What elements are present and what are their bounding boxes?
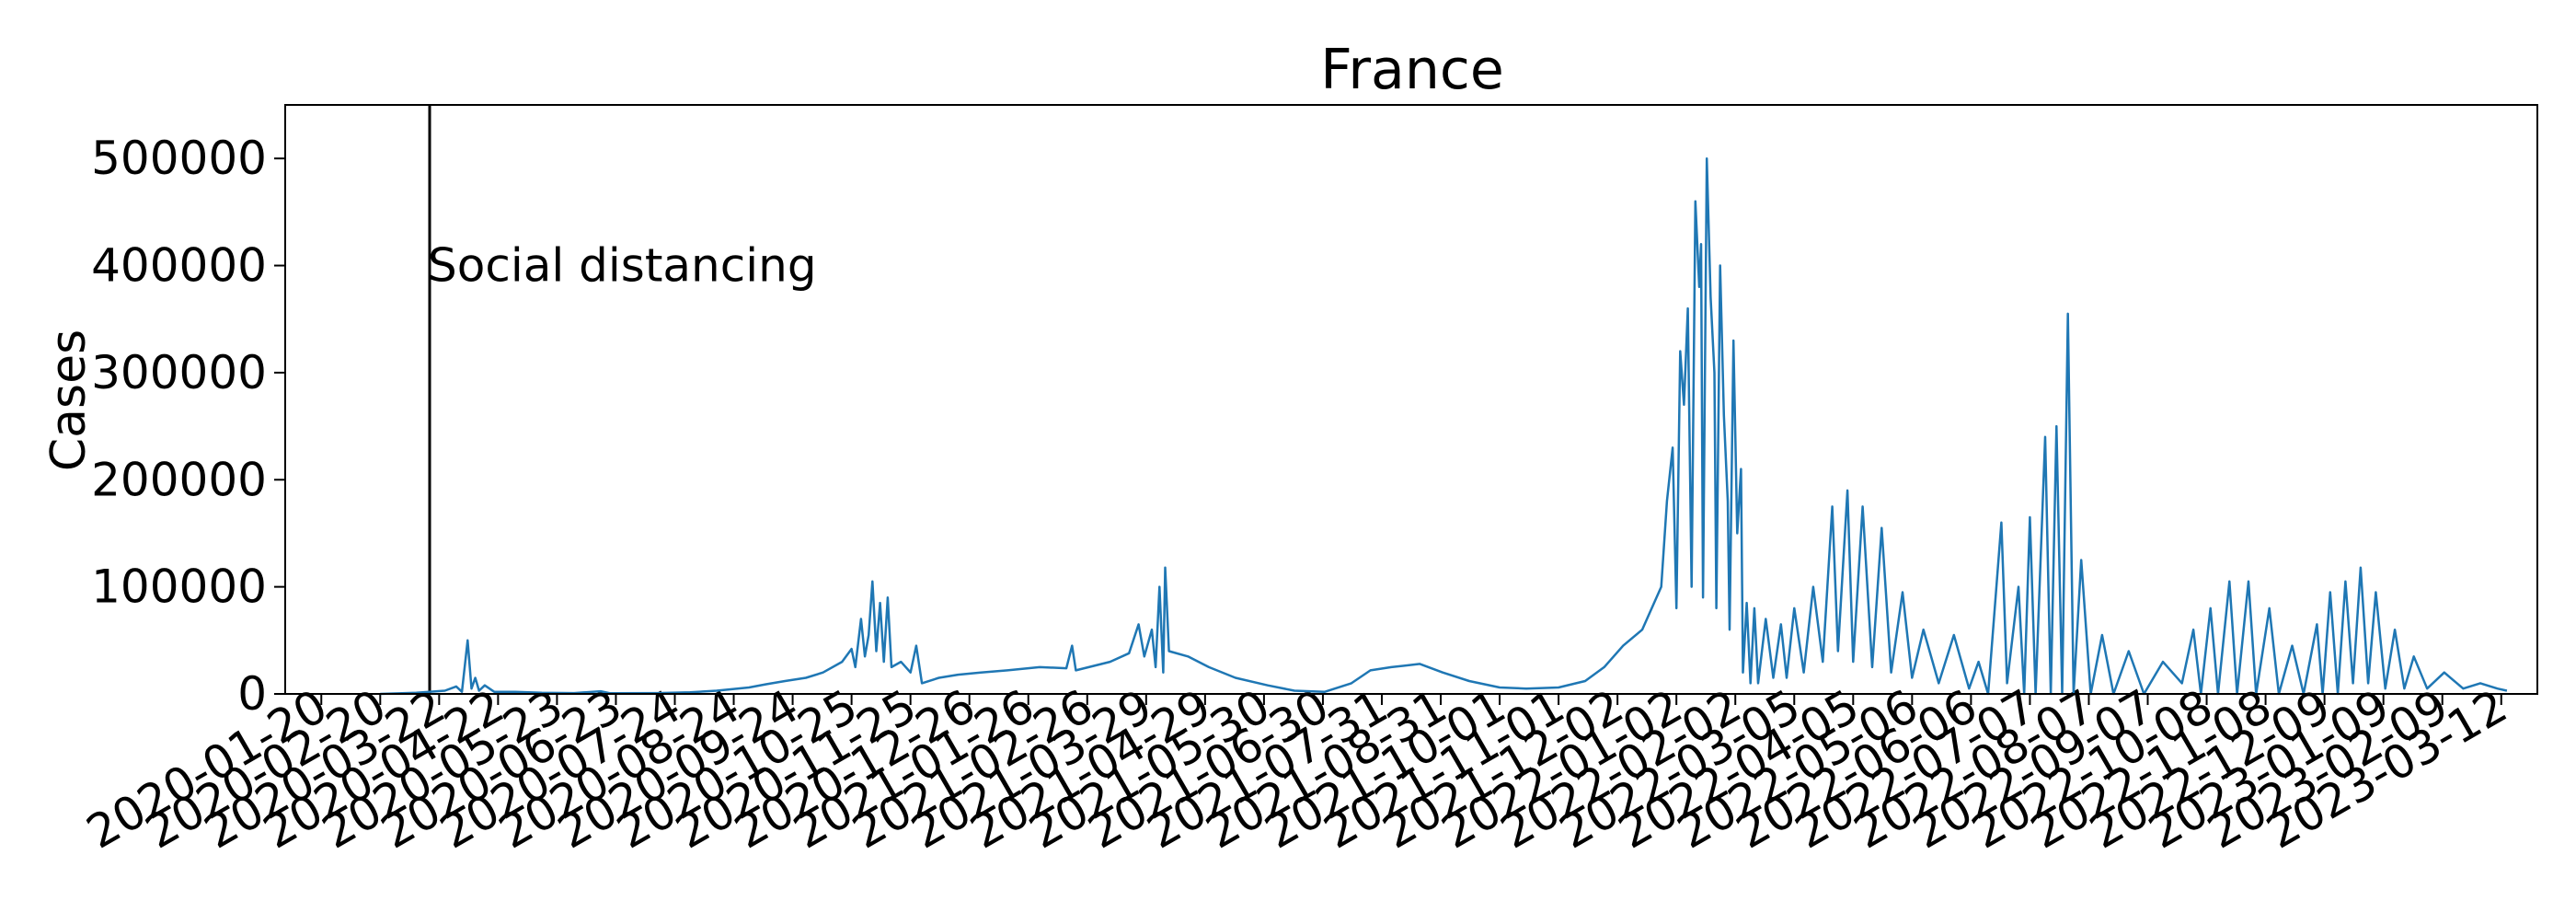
y-tick-label: 0 xyxy=(237,667,267,721)
x-axis-ticks: 2020-01-202020-02-202020-03-222020-04-22… xyxy=(78,679,2516,860)
y-tick-label: 500000 xyxy=(91,132,267,185)
series-line xyxy=(380,156,2508,696)
y-tick-label: 100000 xyxy=(91,560,267,614)
y-tick-label: 200000 xyxy=(91,453,267,506)
y-axis-label: Cases xyxy=(41,329,97,471)
plot-area: Social distancing xyxy=(380,105,2508,696)
chart-title: France xyxy=(1320,38,1504,102)
y-tick-label: 300000 xyxy=(91,346,267,399)
y-axis-ticks: 0 100000 200000 300000 400000 500000 xyxy=(91,132,285,721)
plot-frame xyxy=(284,104,2538,695)
y-tick-label: 400000 xyxy=(91,239,267,293)
annotation-label: Social distancing xyxy=(428,239,817,293)
